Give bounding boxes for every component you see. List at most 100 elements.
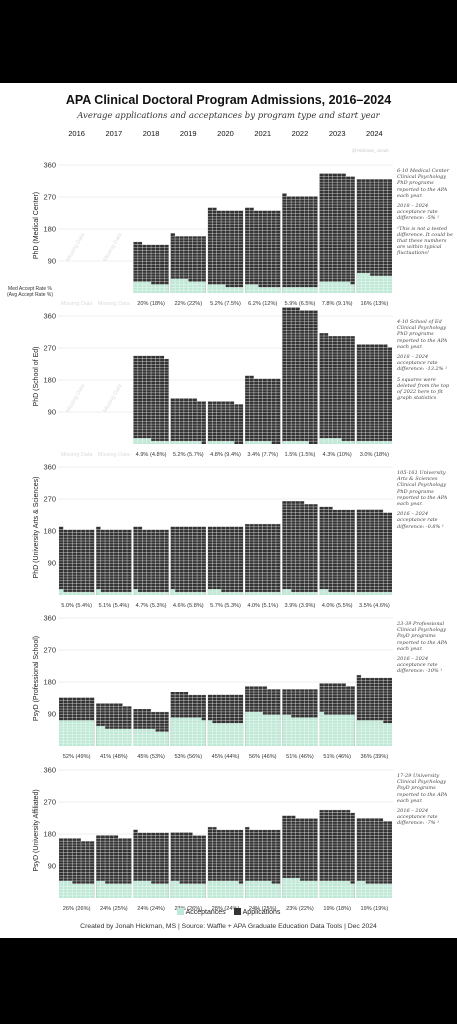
applications-partial-row [59,838,82,842]
panel-note-2: 105-161 University Arts & Sciences Clini… [397,470,455,534]
rate-label-2017: 5.1% (5.4%) [98,603,129,609]
waffle-bar-2021: 3.4% (7.7%) [245,375,281,458]
acceptances-partial-row [170,589,176,593]
applications-partial-row [356,674,362,678]
acceptances-partial-row [356,273,370,276]
rate-label-2019: 4.6% (5.8%) [173,603,204,609]
panel-note-text: 23-39 Professional Clinical Psychology P… [397,621,448,652]
chart-title: APA Clinical Doctoral Program Admissions… [65,93,392,107]
y-tick-label: 360 [43,614,56,623]
waffle-bar-2020: 28% (24%) [207,826,244,912]
waffle-bar-2022: 1.5% (1.5%) [282,307,318,458]
legend-item-applications: Applications [233,908,280,916]
applications-partial-row [133,829,138,833]
waffle-bar-2024: 3.0% (18%) [356,344,392,458]
y-axis-title: PhD (Medical Center) [33,192,40,259]
panel-0: 90 180 270 360 PhD (Medical Center) Missing D… [33,161,393,307]
waffle-chart: 90 180 270 360 PhD (Medical Center) Missing D… [33,161,393,912]
chart-subtitle: Average applications and acceptances by … [77,111,380,121]
chart-caption: Created by Jonah Hickman, MS | Source: W… [80,923,377,930]
waffle-bar-2016: 26% (26%) [59,838,95,912]
missing-data-watermark: Missing Data [102,231,124,262]
waffle-bar-2024: 16% (13%) [356,179,392,307]
waffle-bar-2020: 45% (44%) [207,694,244,760]
rate-label-2016: 52% (49%) [63,754,91,760]
rate-label-2017: 24% (25%) [100,906,128,912]
rate-label-2019: 53% (56%) [174,754,202,760]
legend-label-acceptances: Acceptances [185,909,226,916]
waffle-bar-2019: 4.6% (5.8%) [170,526,206,609]
panel-note-1: 4-10 School of Ed Clinical Psychology Ph… [397,319,455,405]
acceptances-partial-row [207,589,222,593]
rate-label-2018: 20% (18%) [137,301,165,307]
y-tick-label: 90 [48,862,56,871]
missing-data-watermark: Missing Data [65,231,87,262]
y-tick-label: 180 [43,678,56,687]
rate-label-2022: 23% (22%) [286,906,314,912]
applications-partial-row [319,809,351,813]
waffle-bar-2017: 41% (48%) [96,703,132,760]
panel-note-text: 6-10 Medical Center Clinical Psychology … [397,168,450,199]
y-tick-label: 90 [48,408,56,417]
rate-label-2018: 45% (53%) [137,754,165,760]
year-header-2024: 2024 [366,129,383,138]
panel-3: 90 180 270 360 PsyD (Professional School) 52%… [33,614,393,760]
applications-partial-row [245,826,250,830]
year-header-2020: 2020 [217,129,234,138]
panel-note-text: 5 squares were deleted from the top of 2… [397,376,450,402]
panel-1: 90 180 270 360 PhD (School of Ed) Missing Dat… [33,307,393,458]
rate-label-2024: 3.5% (4.6%) [359,603,390,609]
waffle-bar-2023: 7.8% (9.1%) [319,173,355,307]
acceptances-partial-row [207,720,213,724]
y-tick-label: 270 [43,193,56,202]
rate-label-2020: 28% (24%) [212,906,240,912]
y-tick-label: 90 [48,257,56,266]
applications-partial-row [282,193,287,197]
waffle-bar-2021: 24% (25%) [245,826,281,912]
waffle-bar-2017: 24% (25%) [96,835,132,912]
waffle-bar-2024: 3.5% (4.6%) [356,509,392,609]
rate-label-2022: 5.9% (6.5%) [285,301,316,307]
waffle-bar-2018: 20% (18%) [133,241,169,307]
y-tick-label: 270 [43,798,56,807]
waffle-bar-2023: 4.3% (10%) [319,333,355,458]
acceptances-partial-row [319,880,351,884]
y-tick-label: 180 [43,527,56,536]
rate-label-2018: 24% (24%) [137,906,165,912]
acceptances-partial-row [170,441,202,444]
y-tick-label: 180 [43,376,56,385]
rate-label-2024: 36% (39%) [361,754,389,760]
waffle-bar-2020: 4.8% (9.4%) [207,401,244,458]
acceptances-partial-row [319,438,342,442]
rate-label-2022: 1.5% (1.5%) [285,452,316,458]
acceptances-partial-row [319,281,351,285]
missing-data-label: Missing Data [61,301,94,307]
panel-note-text: 2018 – 2024 acceptance rate difference: … [397,203,440,222]
applications-partial-row [319,506,333,510]
y-tick-label: 360 [43,463,56,472]
acceptances-partial-row [96,589,101,593]
applications-partial-row [59,526,64,530]
rate-label-2021: 24% (25%) [249,906,277,912]
rate-label-2019: 5.2% (5.7%) [173,452,204,458]
panel-note-text: 105-161 University Arts & Sciences Clini… [397,470,448,508]
panel-note-text: ¹This is not a tested difference. It cou… [397,225,453,257]
y-tick-label: 180 [43,225,56,234]
rate-label-2023: 7.8% (9.1%) [322,301,353,307]
waffle-bar-2023: 19% (18%) [319,809,355,912]
rate-label-2017: 41% (48%) [100,754,128,760]
waffle-bar-2019: 23% (26%) [170,832,206,912]
applications-partial-row [170,233,176,237]
applications-partial-row [356,344,388,348]
rate-label-2020: 4.8% (9.4%) [210,452,241,458]
rate-label-2020: 45% (44%) [212,754,240,760]
y-axis-title: PhD (University Arts & Sciences) [33,477,40,579]
y-tick-label: 270 [43,646,56,655]
rate-label-2023: 4.3% (10%) [323,452,352,458]
rate-label-2021: 4.0% (5.1%) [247,603,278,609]
applications-partial-row [282,815,296,819]
watermark: @Hickman_Jonah [352,148,389,153]
waffle-bar-2023: 51% (46%) [319,683,355,760]
year-header-2021: 2021 [254,129,272,138]
